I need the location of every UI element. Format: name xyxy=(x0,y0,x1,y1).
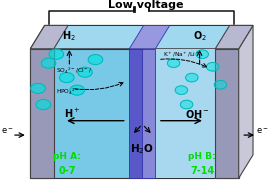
Text: K$^+$/Na$^+$/Li$^+$: K$^+$/Na$^+$/Li$^+$ xyxy=(163,50,200,59)
Polygon shape xyxy=(129,26,170,49)
Circle shape xyxy=(88,55,103,65)
Text: 0-7: 0-7 xyxy=(58,166,76,176)
Polygon shape xyxy=(215,49,239,178)
Text: HPO$_4$$^{2-}$: HPO$_4$$^{2-}$ xyxy=(56,87,80,97)
Text: H$_2$: H$_2$ xyxy=(62,29,76,43)
Polygon shape xyxy=(30,26,253,49)
Polygon shape xyxy=(215,26,253,49)
Text: H$^+$: H$^+$ xyxy=(64,107,80,120)
Polygon shape xyxy=(239,26,253,178)
Polygon shape xyxy=(30,49,54,178)
Circle shape xyxy=(180,100,193,109)
Polygon shape xyxy=(145,49,239,178)
Circle shape xyxy=(214,81,227,89)
Polygon shape xyxy=(129,49,142,178)
Circle shape xyxy=(49,49,64,59)
Text: 7-14: 7-14 xyxy=(190,166,214,176)
Polygon shape xyxy=(142,49,155,178)
Circle shape xyxy=(31,83,45,93)
Polygon shape xyxy=(30,49,239,178)
Circle shape xyxy=(70,85,84,95)
Text: pH B:: pH B: xyxy=(188,152,216,161)
Text: H$_2$O: H$_2$O xyxy=(130,143,154,156)
Circle shape xyxy=(78,67,92,77)
Circle shape xyxy=(196,50,208,59)
Text: SO$_4$$^{2-}$/Cl$^-$/: SO$_4$$^{2-}$/Cl$^-$/ xyxy=(56,66,92,76)
Circle shape xyxy=(59,73,74,83)
Circle shape xyxy=(206,63,219,71)
Text: e$^-$: e$^-$ xyxy=(1,127,13,136)
Text: OH$^-$: OH$^-$ xyxy=(185,108,210,119)
Circle shape xyxy=(175,86,188,94)
Polygon shape xyxy=(30,26,68,49)
Circle shape xyxy=(167,59,180,67)
Text: O$_2$: O$_2$ xyxy=(193,29,207,43)
Circle shape xyxy=(186,73,198,82)
Text: e$^-$: e$^-$ xyxy=(256,127,268,136)
Text: pH A:: pH A: xyxy=(53,152,81,161)
Text: Low voltage: Low voltage xyxy=(108,0,184,10)
Circle shape xyxy=(36,99,51,110)
Circle shape xyxy=(41,58,56,68)
